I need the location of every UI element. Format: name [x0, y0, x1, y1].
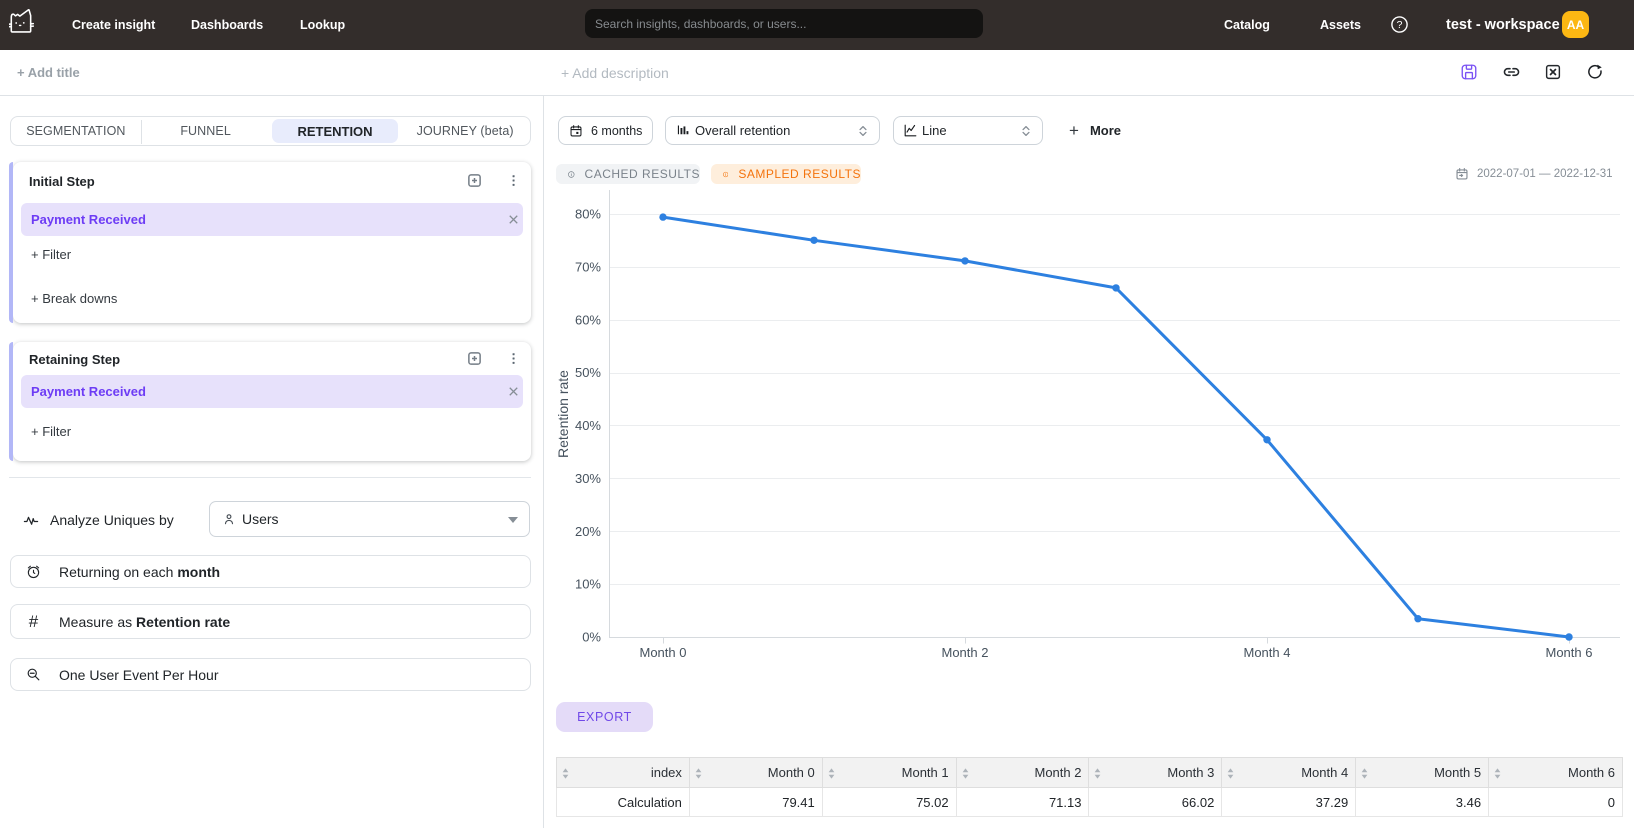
svg-text:10%: 10% [575, 577, 601, 592]
svg-text:Retention rate: Retention rate [555, 370, 571, 458]
svg-text:Month 4: Month 4 [1244, 645, 1291, 660]
svg-text:80%: 80% [575, 207, 601, 222]
svg-text:Month 6: Month 6 [1546, 645, 1593, 660]
svg-text:40%: 40% [575, 418, 601, 433]
svg-text:Month 0: Month 0 [640, 645, 687, 660]
svg-text:70%: 70% [575, 259, 601, 274]
svg-text:30%: 30% [575, 471, 601, 486]
svg-text:0%: 0% [582, 630, 601, 645]
svg-text:20%: 20% [575, 524, 601, 539]
svg-text:50%: 50% [575, 365, 601, 380]
svg-text:Month 2: Month 2 [942, 645, 989, 660]
svg-text:60%: 60% [575, 312, 601, 327]
svg-text:?: ? [1397, 19, 1403, 31]
